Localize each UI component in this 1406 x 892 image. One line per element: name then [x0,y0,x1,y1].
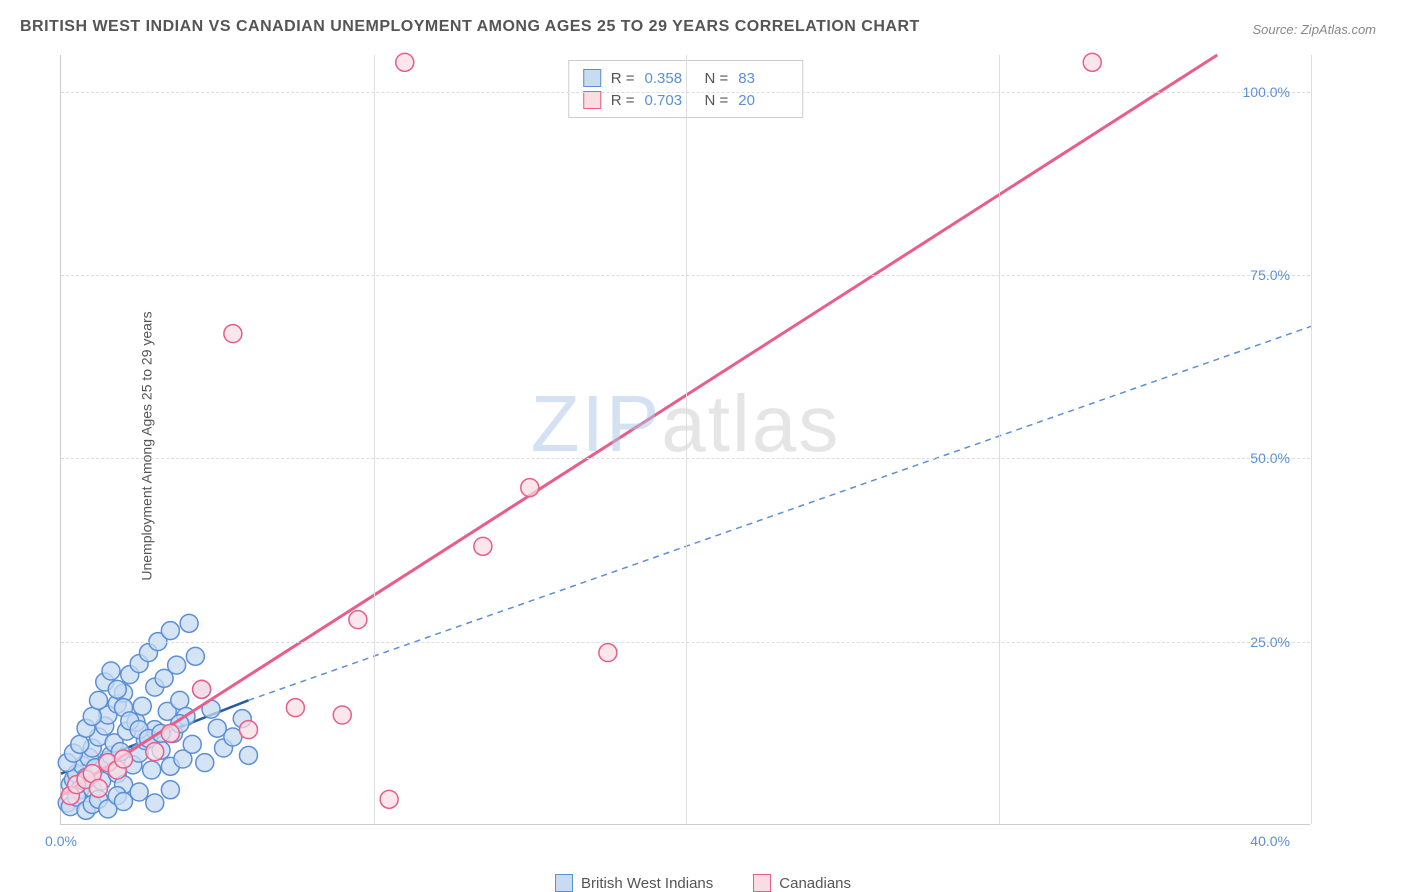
y-tick-label: 50.0% [1250,450,1290,466]
data-point [143,761,161,779]
data-point [599,644,617,662]
gridline-v [1311,55,1312,824]
gridline-v [686,55,687,824]
data-point [186,647,204,665]
data-point [183,735,201,753]
chart-title: BRITISH WEST INDIAN VS CANADIAN UNEMPLOY… [20,18,920,36]
data-point [240,746,258,764]
data-point [240,721,258,739]
y-tick-label: 25.0% [1250,634,1290,650]
data-point [102,662,120,680]
r-label: R = [611,70,635,87]
data-point [146,743,164,761]
data-point [146,794,164,812]
data-point [115,793,133,811]
data-point [90,779,108,797]
r-value: 0.358 [645,70,695,87]
legend-label: Canadians [779,875,851,892]
legend: British West Indians Canadians [555,874,851,892]
data-point [349,611,367,629]
data-point [380,790,398,808]
x-tick-label: 0.0% [45,833,77,849]
data-point [396,53,414,71]
data-point [333,706,351,724]
n-value: 83 [738,70,788,87]
data-point [108,680,126,698]
regression-line [61,55,1217,796]
data-point [133,697,151,715]
data-point [224,325,242,343]
data-point [474,537,492,555]
data-point [171,691,189,709]
x-tick-label: 40.0% [1250,833,1290,849]
data-point [196,754,214,772]
data-point [161,781,179,799]
swatch-icon [583,91,601,109]
data-point [130,783,148,801]
data-point [161,622,179,640]
gridline-v [999,55,1000,824]
r-value: 0.703 [645,92,695,109]
regression-line-dashed [249,326,1312,700]
data-point [115,750,133,768]
legend-label: British West Indians [581,875,713,892]
n-label: N = [705,92,729,109]
data-point [1083,53,1101,71]
gridline-v [374,55,375,824]
legend-item-bwi: British West Indians [555,874,713,892]
data-point [90,691,108,709]
source-attribution: Source: ZipAtlas.com [1252,22,1376,37]
legend-item-canadians: Canadians [753,874,851,892]
data-point [193,680,211,698]
y-tick-label: 100.0% [1243,84,1290,100]
n-value: 20 [738,92,788,109]
data-point [71,735,89,753]
plot-area: ZIPatlas R = 0.358 N = 83 R = 0.703 N = … [60,55,1310,825]
swatch-icon [583,69,601,87]
data-point [286,699,304,717]
data-point [180,614,198,632]
r-label: R = [611,92,635,109]
data-point [521,479,539,497]
y-tick-label: 75.0% [1250,267,1290,283]
data-point [168,656,186,674]
data-point [83,707,101,725]
chart-container: BRITISH WEST INDIAN VS CANADIAN UNEMPLOY… [0,0,1406,892]
swatch-icon [753,874,771,892]
swatch-icon [555,874,573,892]
n-label: N = [705,70,729,87]
data-point [161,724,179,742]
